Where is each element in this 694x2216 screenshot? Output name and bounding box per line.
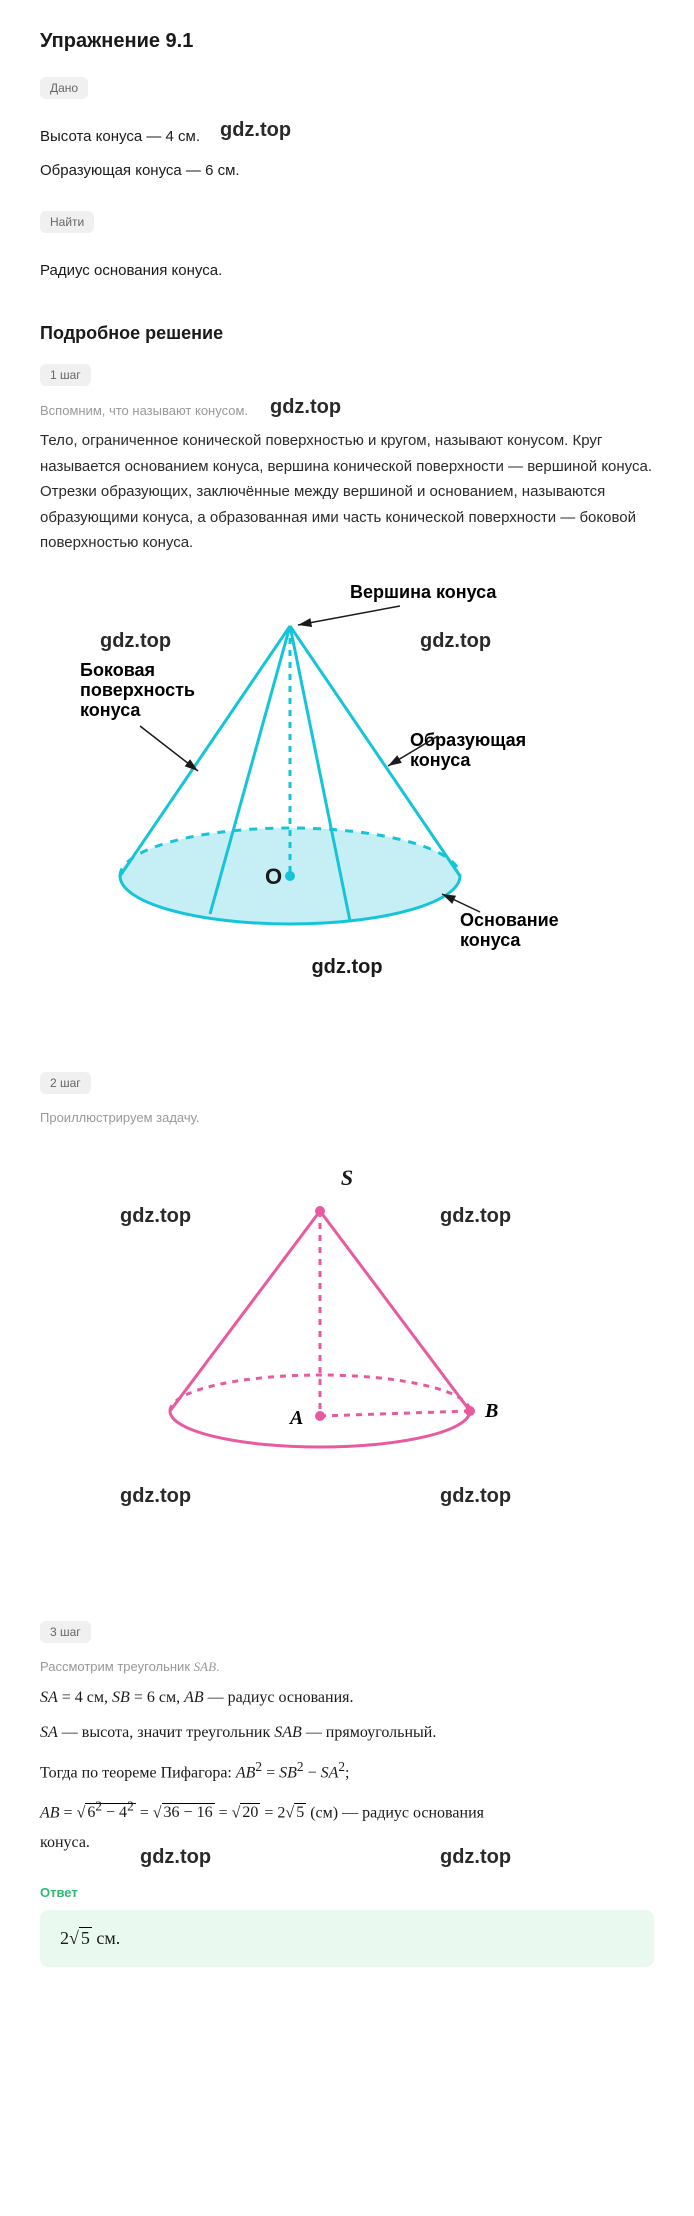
- given-badge: Дано: [40, 77, 88, 99]
- center-label: O: [265, 864, 282, 889]
- watermark: gdz.top: [440, 1485, 511, 1508]
- find-text: Радиус основания конуса.: [40, 259, 654, 283]
- lateral-label: Боковая поверхность конуса: [80, 660, 200, 720]
- figure-triangle-cone: S gdz.top gdz.top A B gdz.top gdz.top: [40, 1165, 654, 1545]
- S-label: S: [40, 1165, 654, 1191]
- apex-label: Вершина конуса: [350, 582, 497, 602]
- step1-body: Тело, ограниченное конической поверхност…: [40, 428, 654, 556]
- eq4b: конуса.: [40, 1830, 654, 1856]
- cone-svg: O Вершина конуса Боковая поверхность кон…: [40, 576, 600, 976]
- find-badge: Найти: [40, 211, 94, 233]
- answer-box: 2√5 см.: [40, 1910, 654, 1967]
- step1-intro: Вспомним, что называют конусом.: [40, 403, 248, 418]
- step2-intro: Проиллюстрируем задачу.: [40, 1110, 654, 1125]
- step1-badge: 1 шаг: [40, 364, 91, 386]
- slant-label: Образующая конуса: [410, 730, 531, 770]
- solution-heading: Подробное решение: [40, 323, 654, 344]
- base-label: Основание конуса: [460, 910, 564, 950]
- given-line-1: Высота конуса — 4 см.: [40, 125, 654, 149]
- answer-label: Ответ: [40, 1885, 654, 1900]
- eq4: AB = √62 − 42 = √36 − 16 = √20 = 2√5 (см…: [40, 1796, 654, 1826]
- watermark: gdz.top: [40, 956, 654, 979]
- eq2: SA — высота, значит треугольник SAB — пр…: [40, 1720, 654, 1746]
- figure-cone: gdz.top gdz.top O: [40, 576, 654, 996]
- step3-badge: 3 шаг: [40, 1621, 91, 1643]
- pink-cone-svg: A B: [40, 1191, 600, 1471]
- given-line-2: Образующая конуса — 6 см.: [40, 159, 654, 183]
- exercise-title: Упражнение 9.1: [40, 30, 654, 53]
- eq3: Тогда по теореме Пифагора: AB2 = SB2 − S…: [40, 1756, 654, 1786]
- eq1: SA = 4 см, SB = 6 см, AB — радиус основа…: [40, 1685, 654, 1711]
- step3-intro: Рассмотрим треугольник SAB.: [40, 1659, 654, 1675]
- A-label: A: [288, 1407, 303, 1429]
- watermark: gdz.top: [120, 1485, 191, 1508]
- watermark: gdz.top: [270, 396, 341, 419]
- step3-intro-text: Рассмотрим треугольник SAB.: [40, 1659, 220, 1674]
- B-label: B: [484, 1400, 498, 1422]
- step2-badge: 2 шаг: [40, 1072, 91, 1094]
